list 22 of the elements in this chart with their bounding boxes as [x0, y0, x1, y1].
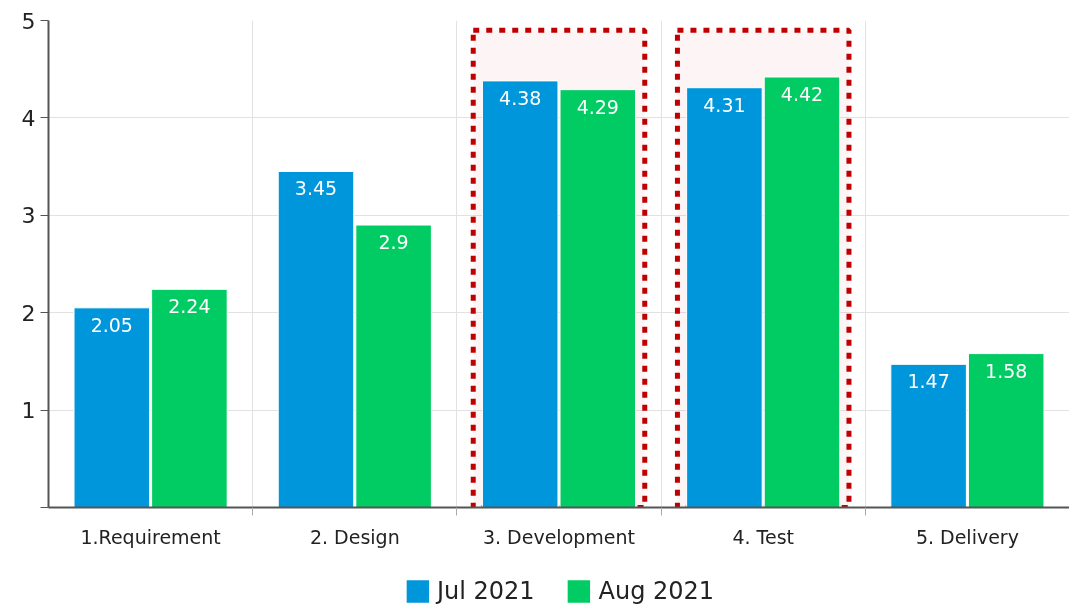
data-label: 4.42 — [780, 82, 824, 105]
x-tick-label: 1.Requirement — [80, 525, 221, 548]
y-tick-label: 2 — [21, 300, 36, 326]
data-label: 2.05 — [90, 313, 133, 336]
data-label: 1.47 — [907, 370, 950, 393]
x-tick-label: 3. Development — [482, 525, 636, 548]
legend-label: Aug 2021 — [598, 576, 715, 605]
data-label: 4.31 — [703, 93, 746, 116]
legend-label: Jul 2021 — [436, 576, 535, 605]
data-label: 4.29 — [576, 95, 619, 118]
data-label: 2.9 — [378, 231, 409, 254]
y-tick-label: 5 — [21, 8, 36, 34]
x-tick-label: 5. Delivery — [915, 525, 1019, 548]
y-tick-label: 1 — [21, 398, 36, 424]
x-tick-label: 4. Test — [732, 525, 794, 548]
data-label: 4.38 — [499, 86, 542, 109]
y-tick-label: 3 — [21, 203, 36, 229]
y-tick-label: 4 — [21, 105, 36, 131]
data-label: 3.45 — [294, 177, 338, 200]
x-tick-label: 2. Design — [309, 525, 400, 548]
data-label: 2.24 — [168, 295, 211, 318]
data-label: 1.58 — [985, 359, 1028, 382]
